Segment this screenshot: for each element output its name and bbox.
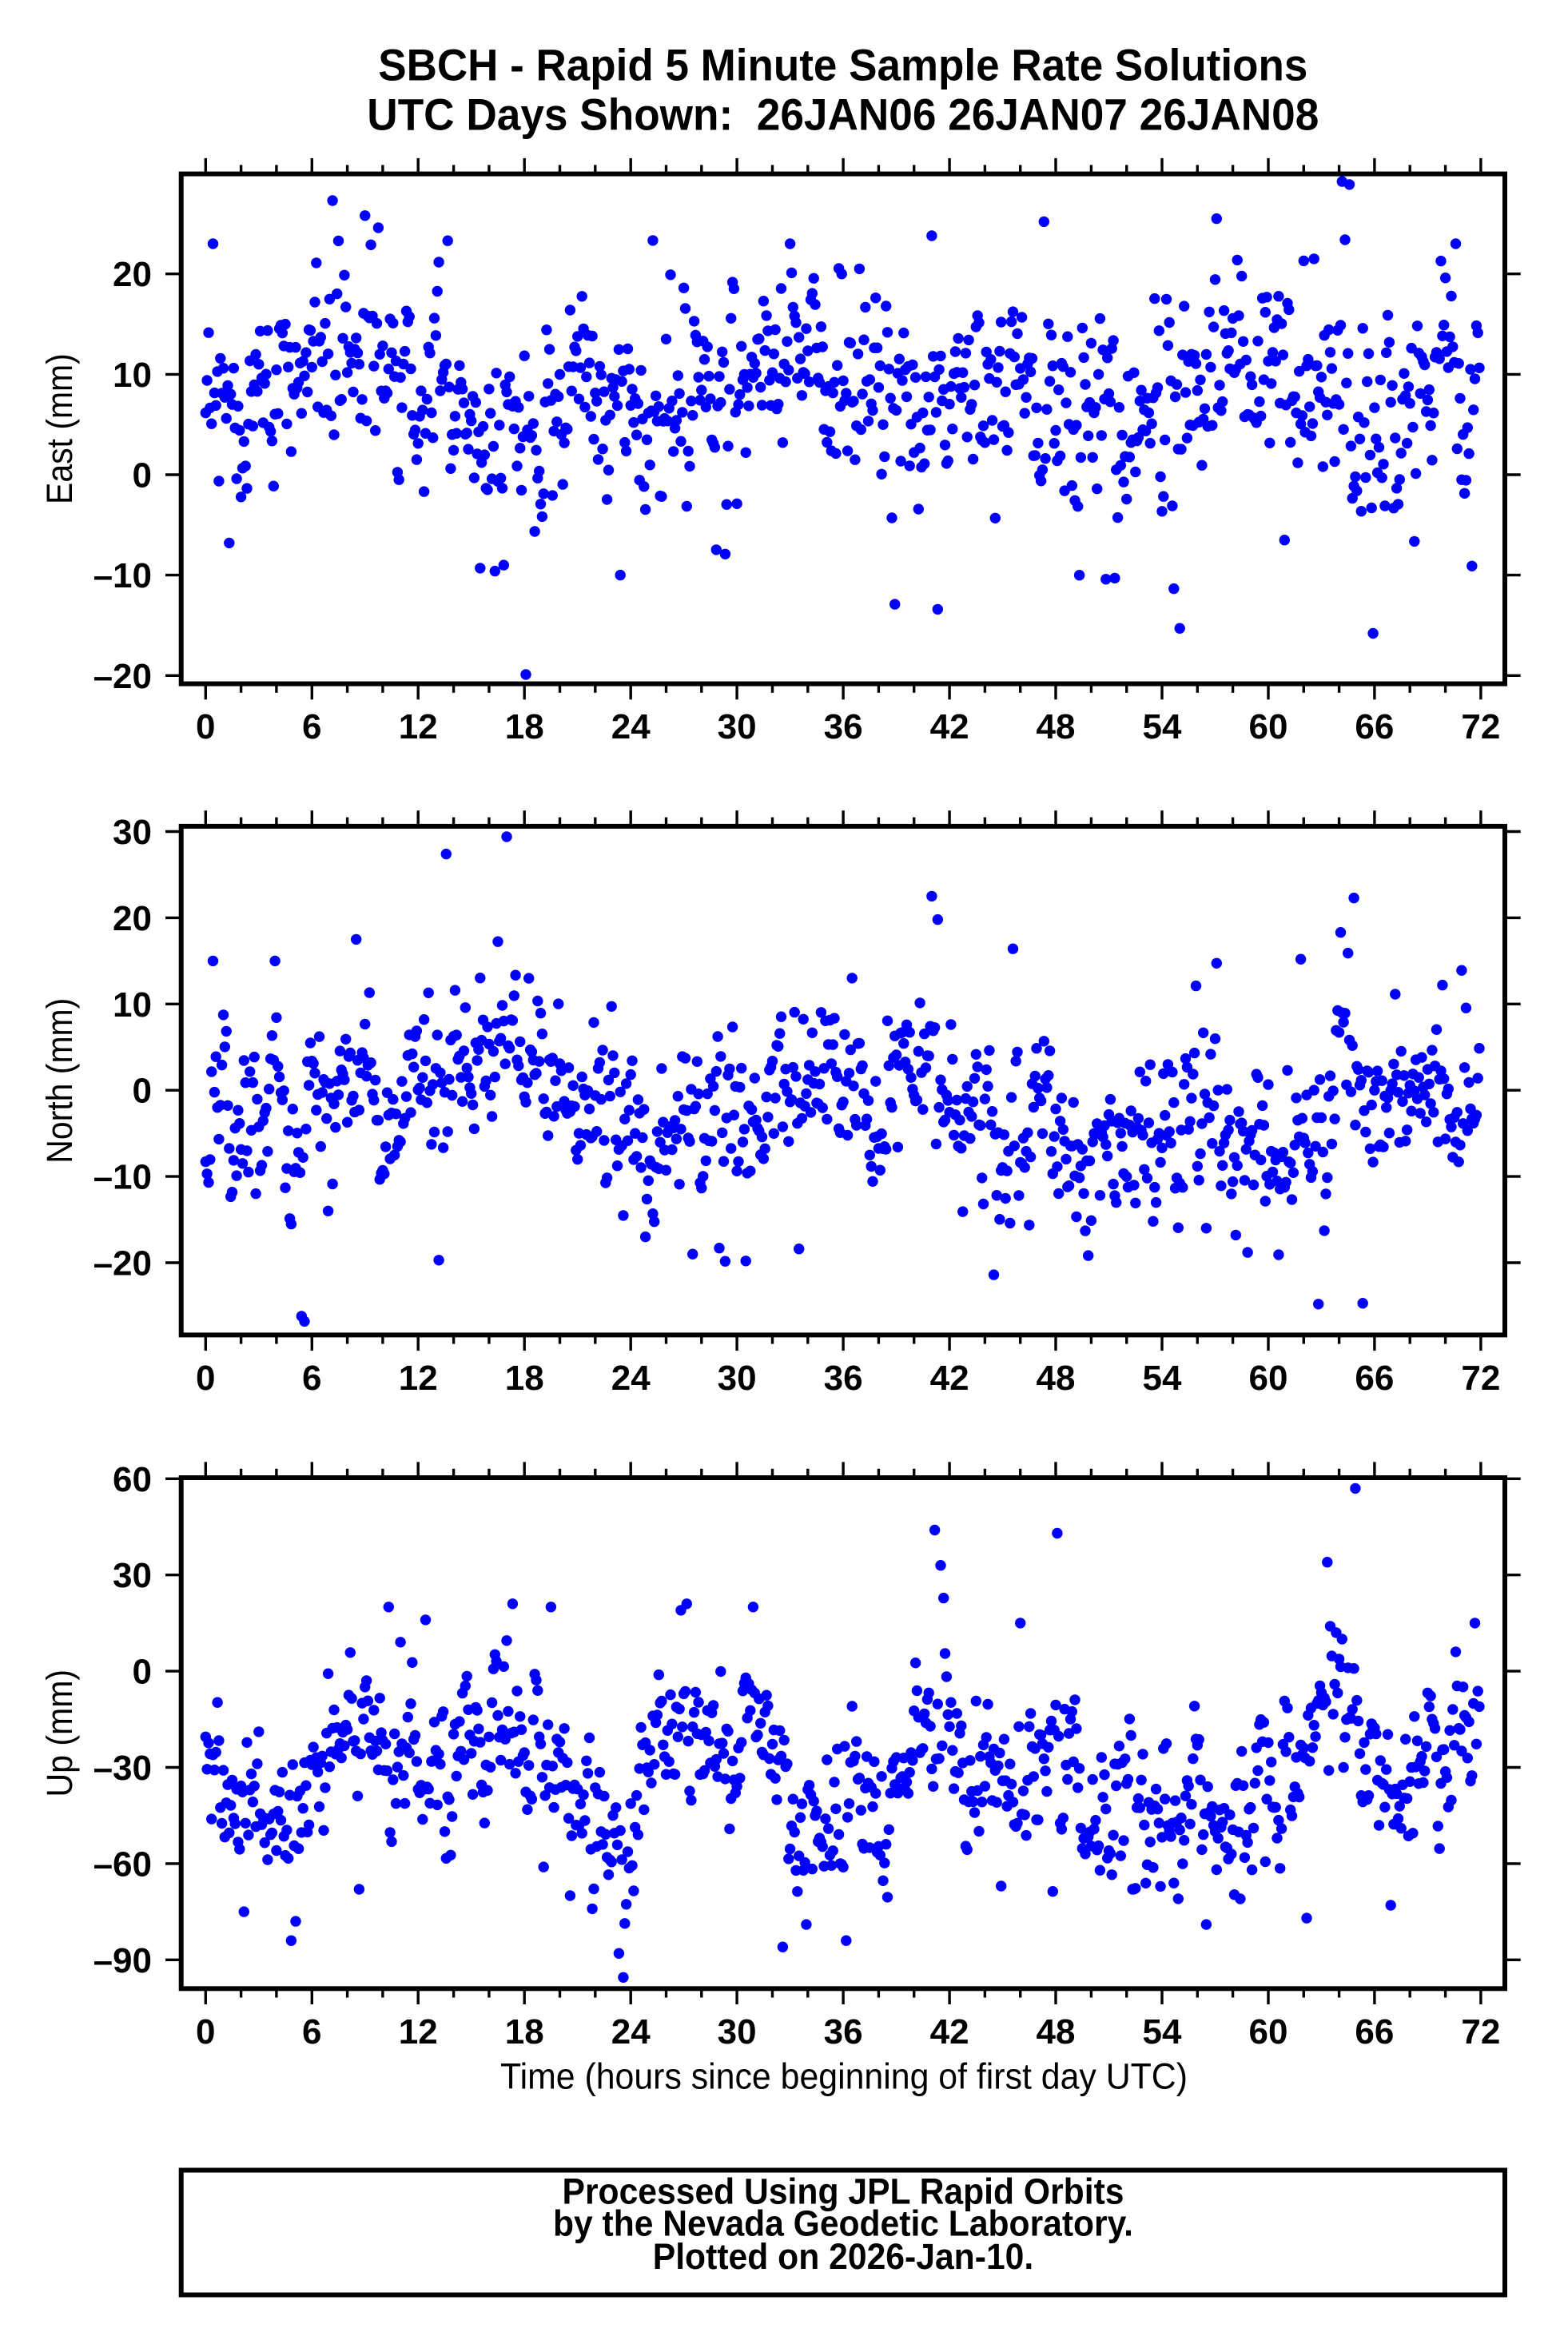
svg-text:East (mm): East (mm) <box>39 353 80 504</box>
svg-text:60: 60 <box>1249 1359 1288 1398</box>
svg-text:–10: –10 <box>94 1158 152 1197</box>
svg-text:0: 0 <box>133 1653 152 1692</box>
svg-text:18: 18 <box>505 707 544 746</box>
svg-text:6: 6 <box>302 707 321 746</box>
svg-text:48: 48 <box>1037 1359 1076 1398</box>
svg-text:72: 72 <box>1461 2012 1500 2052</box>
svg-text:–60: –60 <box>94 1845 152 1884</box>
svg-text:30: 30 <box>718 2012 757 2052</box>
svg-text:12: 12 <box>399 1359 438 1398</box>
svg-text:30: 30 <box>718 707 757 746</box>
svg-text:0: 0 <box>196 2012 215 2052</box>
svg-text:42: 42 <box>930 2012 969 2052</box>
svg-text:30: 30 <box>113 1556 152 1595</box>
svg-text:42: 42 <box>930 1359 969 1398</box>
svg-text:60: 60 <box>113 1460 152 1499</box>
svg-text:–20: –20 <box>94 1244 152 1283</box>
svg-text:6: 6 <box>302 1359 321 1398</box>
svg-text:48: 48 <box>1037 707 1076 746</box>
svg-text:72: 72 <box>1461 707 1500 746</box>
svg-text:24: 24 <box>611 1359 651 1398</box>
svg-text:10: 10 <box>113 356 152 395</box>
svg-text:48: 48 <box>1037 2012 1076 2052</box>
svg-text:20: 20 <box>113 899 152 938</box>
svg-text:Processed Using JPL Rapid Orbi: Processed Using JPL Rapid Orbits <box>563 2171 1124 2211</box>
svg-text:66: 66 <box>1355 2012 1394 2052</box>
svg-text:by the Nevada Geodetic Laborat: by the Nevada Geodetic Laboratory. <box>553 2203 1133 2244</box>
svg-text:18: 18 <box>505 2012 544 2052</box>
svg-text:–10: –10 <box>94 556 152 595</box>
svg-text:0: 0 <box>196 707 215 746</box>
svg-text:–20: –20 <box>94 657 152 696</box>
svg-text:0: 0 <box>133 456 152 495</box>
svg-text:36: 36 <box>824 2012 863 2052</box>
svg-text:6: 6 <box>302 2012 321 2052</box>
svg-text:18: 18 <box>505 1359 544 1398</box>
svg-text:30: 30 <box>113 813 152 852</box>
svg-text:Up (mm): Up (mm) <box>39 1669 80 1797</box>
svg-text:54: 54 <box>1143 1359 1182 1398</box>
svg-text:24: 24 <box>611 707 651 746</box>
svg-text:60: 60 <box>1249 2012 1288 2052</box>
svg-text:10: 10 <box>113 985 152 1025</box>
svg-text:Plotted on 2026-Jan-10.: Plotted on 2026-Jan-10. <box>653 2236 1034 2277</box>
svg-text:12: 12 <box>399 2012 438 2052</box>
svg-text:SBCH - Rapid 5 Minute Sample R: SBCH - Rapid 5 Minute Sample Rate Soluti… <box>378 39 1307 90</box>
svg-text:36: 36 <box>824 1359 863 1398</box>
svg-text:UTC Days Shown: 26JAN06 26JAN: UTC Days Shown: 26JAN06 26JAN07 26JAN08 <box>367 89 1319 139</box>
svg-text:20: 20 <box>113 255 152 294</box>
svg-text:North (mm): North (mm) <box>39 998 80 1164</box>
svg-text:54: 54 <box>1143 707 1182 746</box>
svg-text:36: 36 <box>824 707 863 746</box>
svg-text:0: 0 <box>133 1072 152 1111</box>
svg-text:66: 66 <box>1355 707 1394 746</box>
svg-text:–30: –30 <box>94 1749 152 1788</box>
svg-text:72: 72 <box>1461 1359 1500 1398</box>
svg-text:12: 12 <box>399 707 438 746</box>
svg-text:54: 54 <box>1143 2012 1182 2052</box>
svg-text:0: 0 <box>196 1359 215 1398</box>
svg-text:24: 24 <box>611 2012 651 2052</box>
svg-text:–90: –90 <box>94 1941 152 1980</box>
svg-text:60: 60 <box>1249 707 1288 746</box>
svg-text:30: 30 <box>718 1359 757 1398</box>
svg-text:42: 42 <box>930 707 969 746</box>
svg-text:Time (hours since beginning of: Time (hours since beginning of first day… <box>500 2056 1188 2097</box>
svg-text:66: 66 <box>1355 1359 1394 1398</box>
